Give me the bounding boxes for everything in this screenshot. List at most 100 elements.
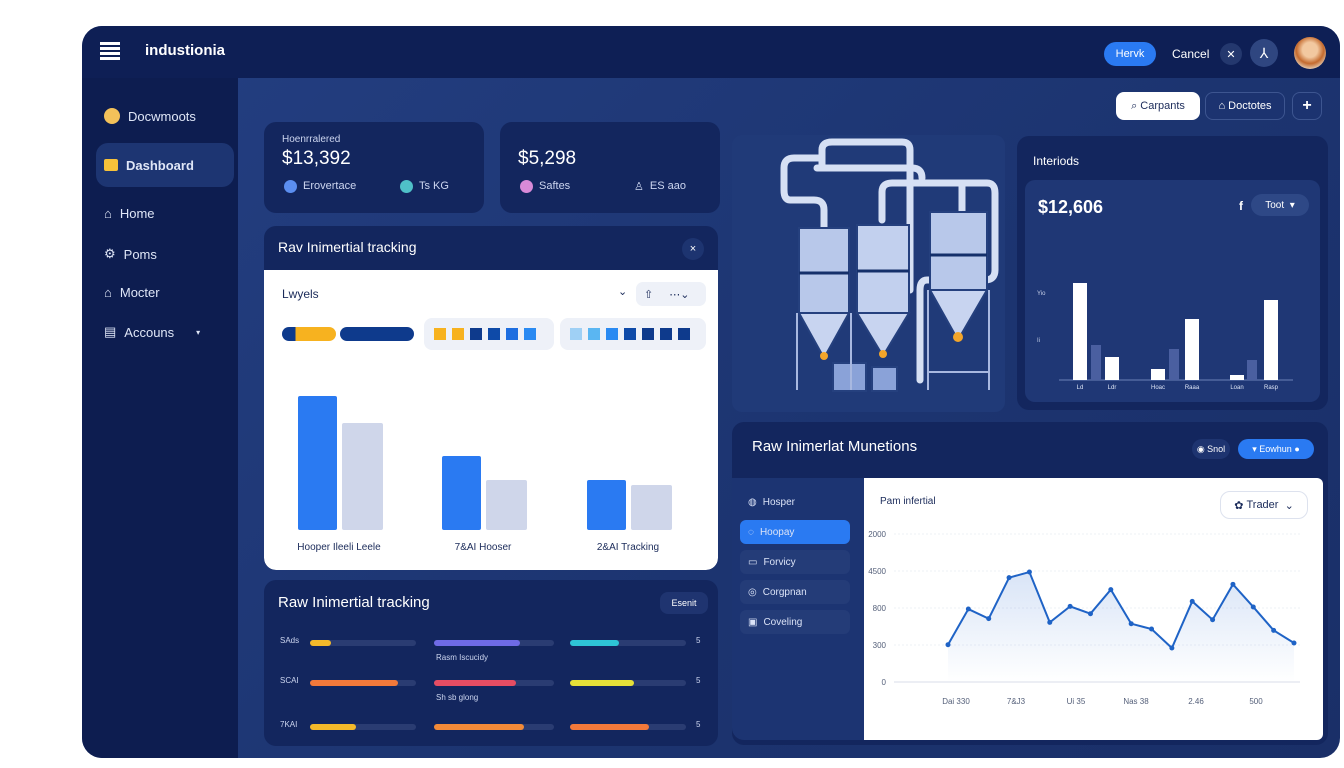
stat-item: Saftes <box>520 180 570 193</box>
sidebar-item-poms[interactable]: ⚙ Poms <box>104 246 157 262</box>
y-tick-label: 800 <box>873 604 887 613</box>
y-tick-label: 2000 <box>868 530 886 539</box>
hamburger-menu-icon[interactable] <box>100 42 120 60</box>
list-item[interactable]: ▣ Coveling <box>740 610 850 634</box>
item-icon: ◍ <box>748 496 757 508</box>
sidebar: Docwmoots Dashboard ⌂ Home ⚙ Poms ⌂ Mocter … <box>82 78 238 758</box>
series-line <box>947 570 1295 650</box>
stat-card: $5,298 Saftes ♙ ES aao <box>500 122 720 213</box>
row-value: 5 <box>696 636 701 645</box>
data-point <box>1189 598 1195 604</box>
x-tick-label: 2.46 <box>1188 697 1204 706</box>
data-point <box>1169 645 1175 651</box>
progress-bar <box>434 680 554 686</box>
close-icon[interactable]: ✕ <box>1220 43 1242 65</box>
data-point <box>1047 619 1053 625</box>
data-point <box>965 606 971 612</box>
row-label: SCAI <box>280 676 299 685</box>
interiods-panel: Interiods $12,606 f Toot ▾ Yio Ii Ld Ldr Hoa… <box>1017 136 1328 410</box>
x-tick-label: Hoac <box>1151 385 1165 391</box>
item-icon: ▭ <box>748 556 758 568</box>
more-icon: ⋯⌄ <box>669 288 690 301</box>
bar <box>342 423 383 530</box>
primary-button[interactable]: Hervk <box>1104 42 1156 66</box>
y-tick-label: Ii <box>1037 338 1040 344</box>
data-point <box>1149 626 1155 632</box>
progress-bar <box>570 680 686 686</box>
data-point <box>1067 603 1073 609</box>
bar <box>587 480 626 530</box>
sidebar-item-home[interactable]: ⌂ Home <box>104 205 155 221</box>
data-point <box>1006 575 1012 581</box>
bar <box>1073 283 1087 380</box>
list-item[interactable]: ◌ Hoopay <box>740 520 850 544</box>
x-tick-label: 500 <box>1249 697 1263 706</box>
data-point <box>1230 581 1236 587</box>
category-label: Hooper Ileeli Leele <box>297 542 381 553</box>
area-fill <box>948 572 1294 682</box>
bar <box>442 456 481 530</box>
sidebar-item-mocter[interactable]: ⌂ Mocter <box>104 284 160 300</box>
list-item[interactable]: ◍ Hosper <box>748 496 795 508</box>
chevron-down-icon: ▾ <box>196 327 201 337</box>
munetions-panel: Raw Inimerlat Munetions ◉ Snol ▾ Eowhun … <box>732 422 1328 745</box>
data-point <box>1291 640 1297 646</box>
sidebar-item-accounts[interactable]: ▤ Accouns ▾ <box>104 324 201 340</box>
logo: industionia <box>145 42 225 59</box>
data-point <box>986 616 992 622</box>
circle-icon <box>284 180 297 193</box>
legend-strip <box>282 327 414 341</box>
eowhun-button[interactable]: ▾ Eowhun ● <box>1238 439 1314 459</box>
stat-item: Ts KG <box>400 180 449 193</box>
home-icon: ⌂ <box>104 205 112 221</box>
munetions-list: ◍ Hosper ◌ Hoopay ▭ Forvicy ◎ Corgpnan ▣ Coveling <box>732 478 864 740</box>
sidebar-item-dashboard[interactable]: Dashboard <box>96 143 234 187</box>
data-point <box>1250 604 1256 610</box>
y-tick-label: 300 <box>873 641 887 650</box>
tab-doctotes[interactable]: ⌂ Doctotes <box>1205 92 1285 120</box>
list-item[interactable]: ◎ Corgpnan <box>740 580 850 604</box>
building-icon: ⌂ <box>104 284 112 300</box>
category-label: 2&AI Tracking <box>597 542 659 553</box>
snol-button[interactable]: ◉ Snol <box>1192 439 1230 459</box>
x-tick-label: Nas 38 <box>1123 697 1149 706</box>
sidebar-item-documents[interactable]: Docwmoots <box>96 94 234 138</box>
list-item[interactable]: ▭ Forvicy <box>740 550 850 574</box>
data-point <box>1210 617 1216 623</box>
row-value: 5 <box>696 676 701 685</box>
chevron-down-icon[interactable]: ⌄ <box>618 286 628 298</box>
gear-icon: ⚙ <box>104 246 116 261</box>
user-icon <box>104 108 120 124</box>
bar <box>1264 300 1278 380</box>
row-caption: Sh sb glong <box>436 693 479 702</box>
trader-dropdown[interactable]: ✿ Trader ⌄ <box>1220 491 1308 519</box>
toolbar-controls[interactable]: ⇧ ⋯⌄ <box>636 282 706 306</box>
cancel-button[interactable]: Cancel <box>1172 47 1210 61</box>
tab-carpants[interactable]: ⌕ Carpants <box>1116 92 1200 120</box>
x-tick-label: Ui 35 <box>1067 697 1086 706</box>
chart-title: Pam infertial <box>880 496 936 507</box>
progress-bar <box>570 640 686 646</box>
bar <box>1105 357 1119 380</box>
progress-bar <box>434 724 554 730</box>
panel-title: Interiods <box>1033 154 1080 168</box>
panel-title: Raw Inimertial tracking <box>278 594 430 611</box>
interiods-card: $12,606 f Toot ▾ Yio Ii Ld Ldr Hoac Raaa Loan R… <box>1025 180 1320 402</box>
bar <box>1185 319 1199 380</box>
x-tick-label: 7&J3 <box>1007 697 1026 706</box>
period-dropdown[interactable]: Toot ▾ <box>1251 194 1309 216</box>
grouped-bar-chart: Hooper Ileeli Leele 7&AI Hooser 2&AI Track… <box>297 396 672 553</box>
app-window: industionia Hervk Cancel ✕ ⅄ Docwmoots D… <box>82 26 1340 758</box>
color-swatches <box>424 318 554 350</box>
user-icon[interactable]: ⅄ <box>1250 39 1278 67</box>
data-point <box>1026 569 1032 575</box>
circle-icon <box>520 180 533 193</box>
add-button[interactable]: + <box>1292 92 1322 120</box>
edit-button[interactable]: Esenit <box>660 592 708 614</box>
x-tick-label: Rasp <box>1264 385 1279 391</box>
close-button[interactable]: × <box>682 238 704 260</box>
avatar[interactable] <box>1294 37 1326 69</box>
progress-bar <box>434 640 554 646</box>
bar <box>1151 369 1165 380</box>
bar <box>1169 349 1179 380</box>
